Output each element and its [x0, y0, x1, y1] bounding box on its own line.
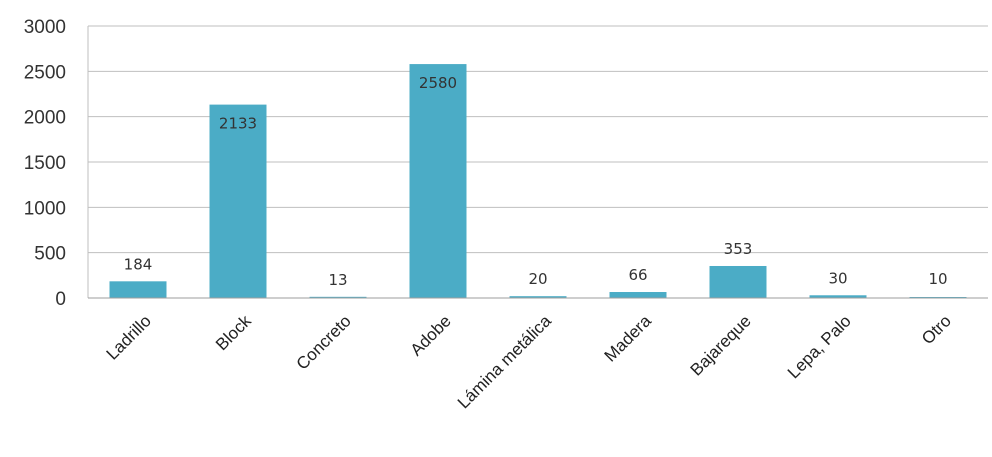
bar	[709, 265, 767, 298]
y-tick-label: 3000	[24, 17, 66, 38]
data-label: 353	[724, 240, 753, 258]
y-tick-label: 1500	[24, 153, 66, 174]
y-tick-label: 0	[55, 289, 66, 310]
x-tick-label: Lámina metálica	[454, 311, 555, 412]
bar	[309, 296, 367, 298]
x-tick-label: Madera	[601, 311, 656, 366]
y-tick-label: 2500	[24, 62, 66, 83]
x-tick-label: Block	[212, 311, 255, 354]
data-label: 30	[828, 269, 847, 287]
x-tick-label: Otro	[918, 311, 955, 348]
data-label: 2580	[419, 74, 457, 92]
bar	[609, 292, 667, 298]
x-tick-label: Concreto	[293, 311, 355, 373]
data-label: 10	[928, 270, 947, 288]
x-tick-label: Adobe	[407, 311, 455, 359]
bar	[509, 296, 567, 298]
y-tick-label: 1000	[24, 198, 66, 219]
bar	[809, 295, 867, 298]
x-tick-label: Lepa, Palo	[784, 311, 855, 382]
x-tick-label: Ladrillo	[103, 311, 155, 363]
data-label: 66	[628, 266, 647, 284]
bar	[109, 281, 167, 298]
data-label: 184	[124, 255, 153, 273]
y-tick-label: 2000	[24, 108, 66, 129]
data-label: 20	[528, 270, 547, 288]
bar	[409, 64, 467, 298]
y-tick-label: 500	[34, 244, 66, 265]
data-label: 2133	[219, 115, 257, 133]
bar	[209, 104, 267, 298]
x-tick-label: Bajareque	[687, 311, 755, 379]
data-label: 13	[328, 271, 347, 289]
